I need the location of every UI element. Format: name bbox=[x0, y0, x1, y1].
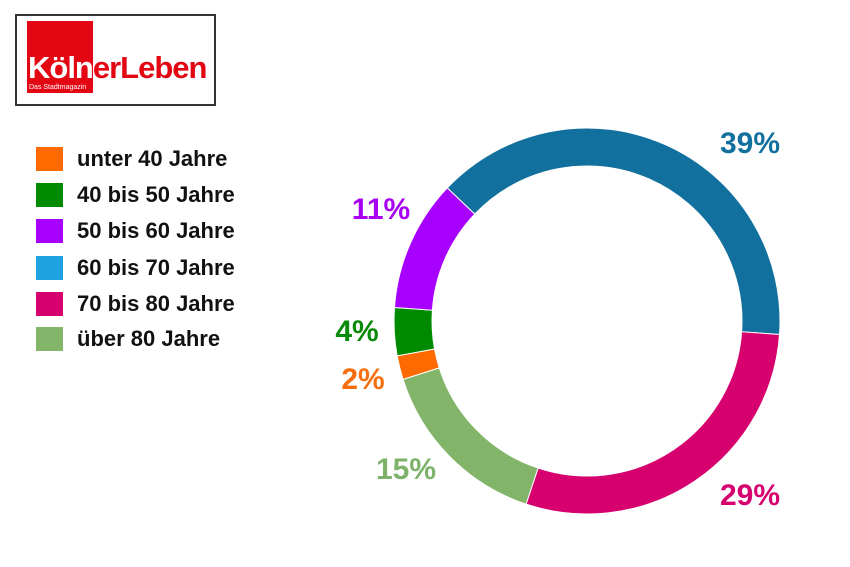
legend-item: unter 40 Jahre bbox=[36, 146, 227, 172]
data-label: 4% bbox=[335, 315, 378, 348]
logo-tagline: Das Stadtmagazin bbox=[29, 84, 87, 91]
legend-label: 60 bis 70 Jahre bbox=[77, 255, 235, 280]
legend-swatch bbox=[36, 327, 63, 351]
legend-label: 40 bis 50 Jahre bbox=[77, 182, 235, 207]
legend-item: 70 bis 80 Jahre bbox=[36, 291, 235, 317]
legend-item: 60 bis 70 Jahre bbox=[36, 255, 235, 281]
legend-label: 70 bis 80 Jahre bbox=[77, 291, 235, 316]
logo-word-right: erLeben bbox=[92, 50, 208, 85]
donut-segment bbox=[393, 307, 436, 357]
logo-wordmark: KölnerLeben bbox=[28, 52, 207, 83]
data-label: 29% bbox=[720, 479, 780, 512]
legend-swatch bbox=[36, 219, 63, 243]
legend-swatch bbox=[36, 147, 63, 171]
legend-item: 40 bis 50 Jahre bbox=[36, 182, 235, 208]
data-label: 11% bbox=[352, 193, 410, 226]
legend-label: über 80 Jahre bbox=[77, 326, 221, 351]
legend-label: unter 40 Jahre bbox=[77, 146, 228, 171]
data-label: 39% bbox=[720, 127, 780, 160]
koelnerleben-logo: KölnerLeben Das Stadtmagazin bbox=[15, 14, 216, 106]
legend-item: über 80 Jahre bbox=[36, 326, 220, 352]
donut-segment bbox=[393, 187, 476, 311]
legend-swatch bbox=[36, 292, 63, 316]
logo-red-block bbox=[27, 21, 93, 93]
legend-swatch bbox=[36, 183, 63, 207]
data-label: 2% bbox=[341, 363, 384, 396]
legend-label: 50 bis 60 Jahre bbox=[77, 218, 235, 243]
legend-swatch bbox=[36, 256, 63, 280]
data-label: 15% bbox=[376, 453, 436, 486]
logo-word-left: Köln bbox=[28, 50, 94, 85]
legend-item: 50 bis 60 Jahre bbox=[36, 218, 235, 244]
